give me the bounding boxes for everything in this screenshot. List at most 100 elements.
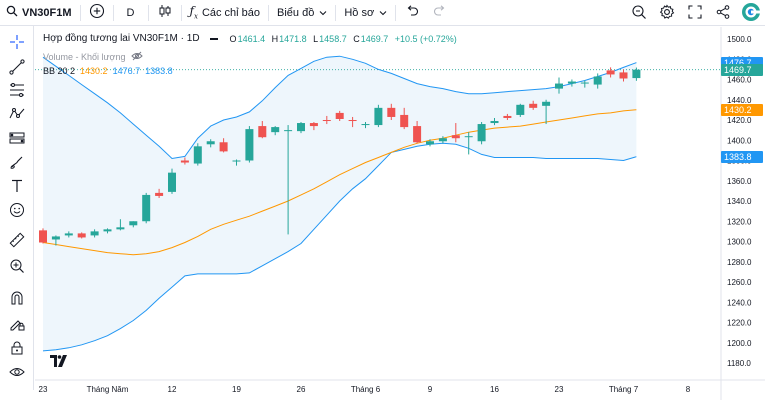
price-tick-label: 1440.0 — [727, 96, 752, 105]
crosshair-tool[interactable] — [7, 34, 27, 54]
quick-search-button[interactable] — [625, 0, 653, 26]
plus-circle-icon — [89, 3, 105, 22]
candle-body — [258, 126, 267, 138]
lock-tool[interactable] — [7, 340, 27, 360]
candle-body — [490, 121, 499, 124]
redo-button[interactable] — [426, 0, 454, 26]
bb-basis-value: 1430.2 — [80, 66, 108, 76]
text-tool[interactable] — [7, 178, 27, 198]
logo-icon — [741, 2, 761, 25]
time-tick-label: 12 — [168, 385, 177, 394]
chart-type-menu[interactable]: Biểu đồ — [271, 0, 333, 26]
bb-upper-value: 1476.7 — [112, 66, 141, 76]
candle-body — [232, 160, 241, 162]
candle-body — [335, 112, 344, 119]
indicators-label: Các chỉ báo — [201, 6, 261, 19]
time-tick-label: 8 — [686, 385, 691, 394]
price-chart[interactable]: 1180.0 1200.0 1220.0 1240.0 1260.0 1280.0 1300… — [35, 27, 765, 400]
candle-body — [64, 233, 73, 236]
candle-body — [413, 126, 422, 143]
price-tick-label: 1300.0 — [727, 238, 752, 247]
legend-volume: Volume - Khối lượng — [43, 51, 144, 63]
candle-body — [477, 124, 486, 142]
zoom-in-tool[interactable] — [7, 258, 27, 278]
tv-logo-icon — [50, 354, 68, 371]
symbol-search[interactable]: VN30F1M — [0, 0, 78, 26]
price-tick-label: 1180.0 — [727, 359, 751, 368]
indicators-button[interactable]: ƒx Các chỉ báo — [184, 0, 267, 26]
interval-button[interactable]: D — [126, 6, 135, 19]
chevron-down-icon — [319, 7, 327, 19]
price-tick-label: 1260.0 — [727, 278, 752, 287]
candle-body — [529, 103, 538, 108]
candles-icon — [157, 3, 173, 22]
forecast-tool[interactable] — [7, 130, 27, 150]
time-tick-label: 16 — [490, 385, 499, 394]
tradingview-logo[interactable] — [50, 354, 68, 372]
candle-body — [168, 172, 176, 192]
candle-body — [632, 69, 641, 79]
high-value: 1471.8 — [279, 33, 307, 44]
undo-button[interactable] — [398, 0, 426, 26]
price-tick-label: 1460.0 — [727, 76, 752, 85]
price-tick-label: 1360.0 — [727, 177, 752, 186]
candle-body — [516, 104, 525, 115]
magnet-tool[interactable] — [7, 290, 27, 310]
emoji-tool[interactable] — [7, 202, 27, 222]
redo-icon — [433, 5, 447, 20]
price-tick-label: 1280.0 — [727, 258, 752, 267]
bb-label: BB 20 2 — [43, 66, 76, 76]
top-toolbar: VN30F1M D ƒx Các chỉ báo Biểu đồ — [0, 0, 765, 26]
time-tick-label: Tháng 7 — [609, 385, 639, 394]
candle-body — [606, 70, 615, 75]
price-tick-label: 1400.0 — [727, 136, 752, 145]
profile-label: Hồ sơ — [344, 6, 375, 19]
candle-body — [219, 142, 228, 152]
price-tick-label: 1500.0 — [727, 35, 752, 44]
eye-icon — [9, 364, 25, 385]
legend-bb: BB 20 2 1430.2 1476.7 1383.8 — [43, 66, 173, 76]
candle-body — [155, 192, 164, 196]
brand-logo[interactable] — [737, 0, 765, 26]
lock-drawings-tool[interactable] — [7, 316, 27, 336]
brush-tool[interactable] — [7, 154, 27, 174]
bb-lower-value: 1383.8 — [145, 66, 173, 76]
low-value: 1458.7 — [319, 33, 347, 44]
price-tick-label: 1240.0 — [727, 298, 752, 307]
candle-body — [116, 227, 125, 230]
candle-body — [309, 123, 318, 127]
lock-icon — [9, 340, 25, 361]
time-tick-label: Tháng 6 — [351, 385, 381, 394]
share-button[interactable] — [709, 0, 737, 26]
fullscreen-icon — [688, 4, 702, 22]
candle-body — [451, 135, 460, 139]
chevron-down-icon — [379, 7, 387, 19]
symbol-label: VN30F1M — [22, 6, 72, 19]
candle-body — [193, 146, 202, 164]
candle-body — [567, 81, 576, 84]
profile-menu[interactable]: Hồ sơ — [338, 0, 393, 26]
search-icon — [6, 5, 18, 20]
legend-collapse-icon[interactable] — [209, 37, 218, 40]
pattern-tool[interactable] — [7, 106, 27, 126]
compare-button[interactable] — [83, 0, 111, 26]
time-tick-label: 23 — [39, 385, 48, 394]
visibility-tool[interactable] — [7, 364, 27, 384]
forecast-icon — [9, 130, 25, 151]
price-tick-label: 1340.0 — [727, 197, 752, 206]
lower-band-price-label: 1383.8 — [721, 150, 763, 163]
candle-body — [348, 120, 357, 122]
eye-off-icon[interactable] — [131, 51, 144, 63]
fullscreen-button[interactable] — [681, 0, 709, 26]
bollinger-basis-line — [42, 109, 637, 256]
legend-main: Hợp đồng tương lai VN30F1M · 1D O1461.4 … — [43, 33, 461, 44]
settings-button[interactable] — [653, 0, 681, 26]
chart-style-button[interactable] — [151, 0, 179, 26]
candle-body — [426, 141, 434, 145]
fib-tool[interactable] — [7, 82, 27, 102]
trend-line-tool[interactable] — [7, 58, 27, 79]
measure-tool[interactable] — [7, 232, 27, 252]
time-tick-label: 19 — [232, 385, 241, 394]
pencil-lock-icon — [9, 316, 25, 337]
candle-body — [90, 231, 99, 236]
